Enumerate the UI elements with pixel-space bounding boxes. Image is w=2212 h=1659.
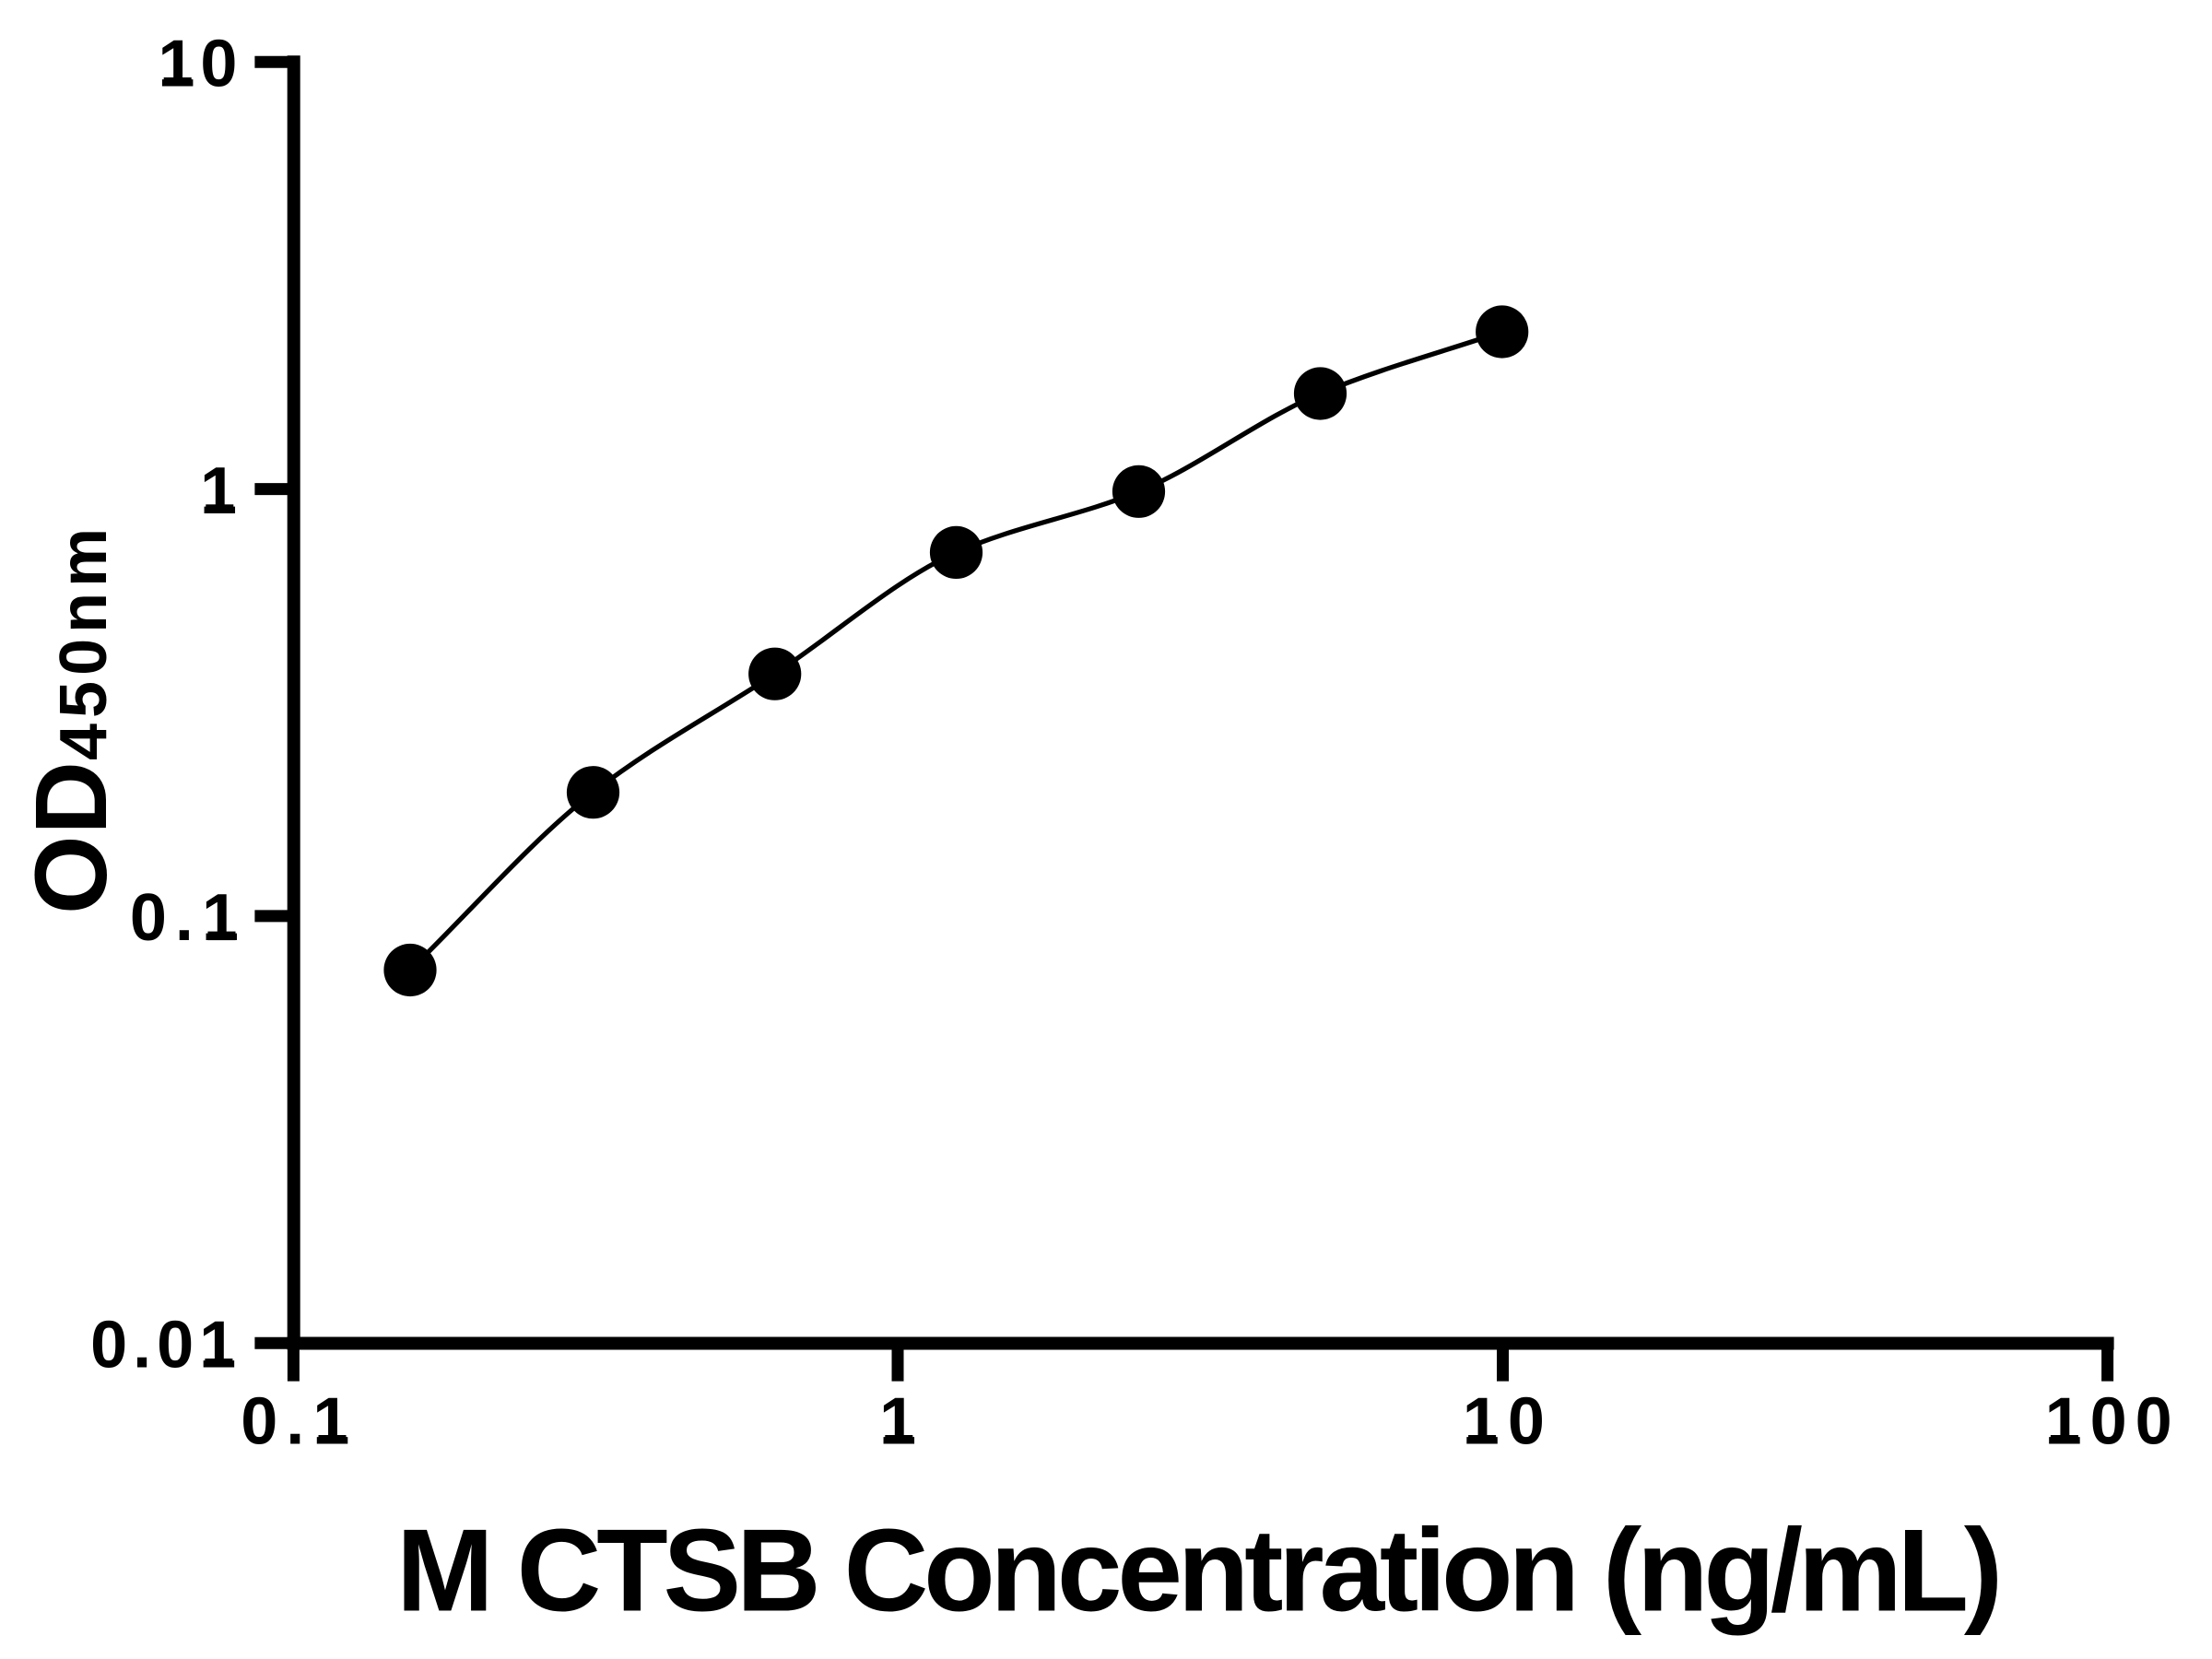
svg-text:0.1: 0.1 [241,1385,358,1459]
svg-text:M CTSB Concentration (ng/mL): M CTSB Concentration (ng/mL) [396,1505,1998,1636]
svg-text:1: 1 [200,454,237,528]
svg-text:OD450nm: OD450nm [15,523,128,914]
svg-text:100: 100 [2045,1385,2181,1459]
svg-text:0.01: 0.01 [90,1309,241,1382]
svg-text:0.1: 0.1 [130,881,247,955]
svg-text:1: 1 [879,1385,916,1459]
svg-text:10: 10 [158,28,242,101]
svg-text:10: 10 [1463,1385,1553,1459]
